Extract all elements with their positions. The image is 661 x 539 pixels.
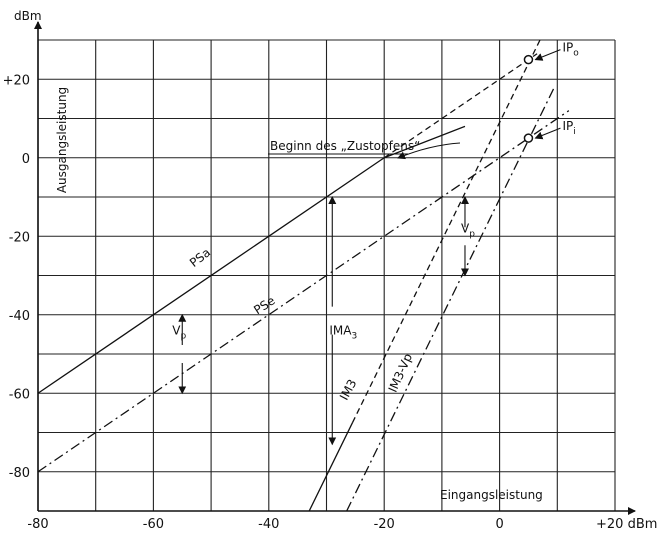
x-tick-label: 0: [495, 517, 503, 532]
annotation-sub: 3: [351, 331, 357, 341]
x-tick-label: -40: [258, 517, 279, 532]
annotation-sub: p: [180, 331, 186, 341]
intercept-label-main: IP: [562, 41, 573, 55]
intercept-label-sub: i: [573, 127, 576, 137]
y-tick-label: -80: [9, 466, 30, 481]
series-layer: [37, 39, 570, 512]
annotation-3: Vp: [461, 221, 475, 239]
annotation-curve-arrow: [397, 142, 461, 160]
x-axis-label: Eingangsleistung: [440, 488, 543, 502]
intercept-arrow: [534, 127, 561, 140]
series-line-4: [351, 39, 541, 423]
annotation-2: Vp: [172, 323, 186, 341]
series-line-1: [383, 53, 538, 159]
annotation-1: IMA3: [329, 323, 357, 341]
annotation-text: IMA: [329, 323, 352, 337]
y-tick-label: -20: [9, 230, 30, 245]
series-line-psa: [37, 157, 385, 394]
annotation-text: Beginn des „Zustopfens“: [270, 139, 420, 153]
y-axis-label: Ausgangsleistung: [55, 87, 69, 193]
x-tick-label: -60: [143, 517, 164, 532]
intercept-point-i: [523, 133, 534, 143]
y-tick-label: -40: [9, 309, 30, 324]
intercept-label-sub: o: [573, 49, 579, 59]
series-line-pse: [37, 110, 570, 473]
intercept-point-o: [523, 54, 534, 65]
intercept-label-o: IPo: [562, 41, 579, 59]
labels: dBm Ausgangsleistung Eingangsleistung +2…: [14, 9, 657, 532]
x-tick-label: -20: [374, 517, 395, 532]
series-label-pse: PSe: [251, 293, 277, 317]
axes: -80 -60 -40 -20 0 +20 0 -20 -40 -60 -80: [3, 21, 636, 532]
intercept-label-main: IP: [562, 119, 573, 133]
series-label-im3-vp: IM3-Vp: [386, 351, 415, 394]
series-line-im3: [308, 422, 354, 512]
intercept-arrow: [534, 49, 561, 61]
series-label-im3: IM3: [337, 377, 359, 403]
intercept-label-i: IPi: [562, 119, 575, 137]
y-tick-label: -60: [9, 387, 30, 402]
y-tick-label: +20: [3, 73, 30, 88]
x-tick-label: -80: [27, 517, 48, 532]
annotation-sub: p: [469, 229, 475, 239]
y-unit-label: dBm: [14, 9, 42, 23]
annotation-text: V: [172, 323, 181, 337]
y-tick-label: 0: [22, 152, 30, 167]
series-label-psa: PSa: [187, 245, 213, 270]
x-unit-label: +20 dBm: [596, 517, 657, 532]
annotation-0: Beginn des „Zustopfens“: [270, 139, 420, 153]
annotation-text: V: [461, 221, 470, 235]
